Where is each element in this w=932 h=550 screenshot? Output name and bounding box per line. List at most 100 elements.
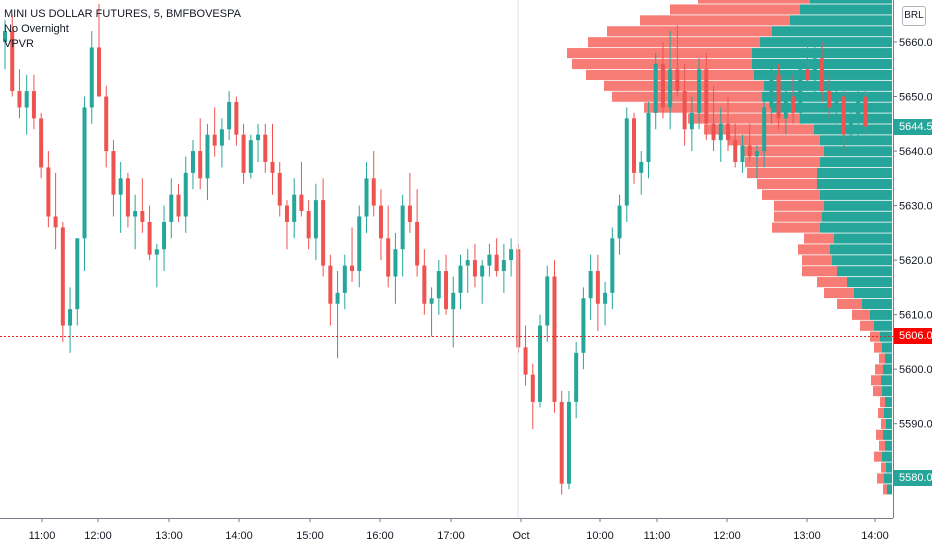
candle <box>733 123 738 168</box>
candle <box>125 172 130 228</box>
candle <box>241 123 246 184</box>
vp-up-bar <box>847 277 892 288</box>
vp-up-bar <box>810 0 892 4</box>
candle <box>24 74 29 135</box>
vp-down-bar <box>774 211 822 222</box>
candle <box>675 25 680 97</box>
candle <box>176 183 181 222</box>
vp-down-bar <box>612 91 762 102</box>
time-axis[interactable]: 11:00 12:00 13:00 14:00 15:00 16:00 17:00 Oct 10… <box>29 518 889 542</box>
volume-profile <box>567 0 892 495</box>
vp-down-bar <box>852 309 870 320</box>
vp-up-bar <box>885 353 892 364</box>
vp-up-bar <box>870 309 892 320</box>
vp-down-bar <box>698 0 810 4</box>
candle <box>566 390 571 490</box>
candle <box>697 58 702 130</box>
candle <box>487 243 492 277</box>
vp-up-bar <box>824 200 892 211</box>
candle <box>552 260 557 413</box>
vp-down-bar <box>880 397 885 408</box>
candle <box>357 205 362 288</box>
candle <box>617 194 622 255</box>
vp-up-bar <box>881 375 892 386</box>
vp-down-bar <box>878 407 884 419</box>
candle <box>559 390 564 495</box>
vp-up-bar <box>817 168 892 179</box>
candle <box>668 31 673 130</box>
candle <box>718 107 723 162</box>
candle <box>588 254 593 321</box>
candle <box>111 140 116 217</box>
vp-up-bar <box>817 178 892 190</box>
vp-down-bar <box>774 200 824 211</box>
candle <box>212 107 217 157</box>
vp-up-bar <box>884 473 892 484</box>
candle <box>762 96 767 168</box>
candle <box>183 156 188 233</box>
vp-down-bar <box>879 440 885 451</box>
time-tick-label: 14:00 <box>861 530 889 542</box>
vp-down-bar <box>798 244 830 255</box>
candle <box>89 31 94 124</box>
candle <box>378 189 383 261</box>
vp-up-bar <box>772 102 892 113</box>
price-tick-label: 5660.0 <box>899 37 932 49</box>
candle <box>335 271 340 359</box>
prev-close-price-tag: 5606.0 <box>894 328 932 345</box>
vp-down-bar <box>640 15 790 26</box>
candles <box>3 3 868 495</box>
candle <box>660 42 665 119</box>
legend-vpvr: VPVR <box>4 38 34 50</box>
time-tick-label: 12:00 <box>84 530 112 542</box>
chart-legend: MINI US DOLLAR FUTURES, 5, BMFBOVESPA No… <box>4 7 241 52</box>
candle <box>848 107 853 146</box>
candle <box>313 183 318 261</box>
candle <box>819 42 824 102</box>
vp-down-bar <box>772 222 820 233</box>
candle <box>610 227 615 310</box>
vp-down-bar <box>588 37 760 48</box>
candle <box>451 276 456 348</box>
candle <box>46 151 51 228</box>
candle <box>10 14 15 97</box>
vp-down-bar <box>607 26 772 37</box>
candle <box>227 91 232 141</box>
candle <box>827 74 832 119</box>
vp-down-bar <box>728 135 820 146</box>
candle <box>306 200 311 250</box>
candle <box>711 85 716 152</box>
price-tick-label: 5610.0 <box>899 310 932 322</box>
candle <box>256 123 261 162</box>
vp-up-bar <box>882 342 892 353</box>
candle <box>530 363 535 430</box>
vp-up-bar <box>882 451 892 462</box>
vp-down-bar <box>879 353 885 364</box>
vp-up-bar <box>772 26 892 37</box>
time-tick-label: 13:00 <box>793 530 821 542</box>
candle <box>776 63 781 130</box>
candle <box>436 260 441 315</box>
price-tick-label: 5650.0 <box>899 92 932 104</box>
price-axis[interactable]: 5660.0 5650.0 5640.0 5630.0 5620.0 5610.0 5600… <box>893 37 932 485</box>
candle <box>812 42 817 97</box>
candle <box>501 243 506 293</box>
vp-down-bar <box>802 255 832 266</box>
vp-down-bar <box>883 484 887 495</box>
candle <box>415 189 420 277</box>
candle <box>53 172 58 250</box>
candle <box>639 151 644 195</box>
candle <box>740 134 745 173</box>
legend-title: MINI US DOLLAR FUTURES, 5, BMFBOVESPA <box>4 8 241 20</box>
vp-up-bar <box>814 124 892 135</box>
candle <box>472 243 477 288</box>
time-tick-label: 16:00 <box>366 530 394 542</box>
candle <box>169 178 174 239</box>
vp-down-bar <box>744 146 824 157</box>
candle <box>494 238 499 277</box>
price-tick-label: 5600.0 <box>899 364 932 376</box>
candle <box>82 96 87 272</box>
currency-button[interactable]: BRL <box>902 6 926 26</box>
candle <box>321 178 326 277</box>
